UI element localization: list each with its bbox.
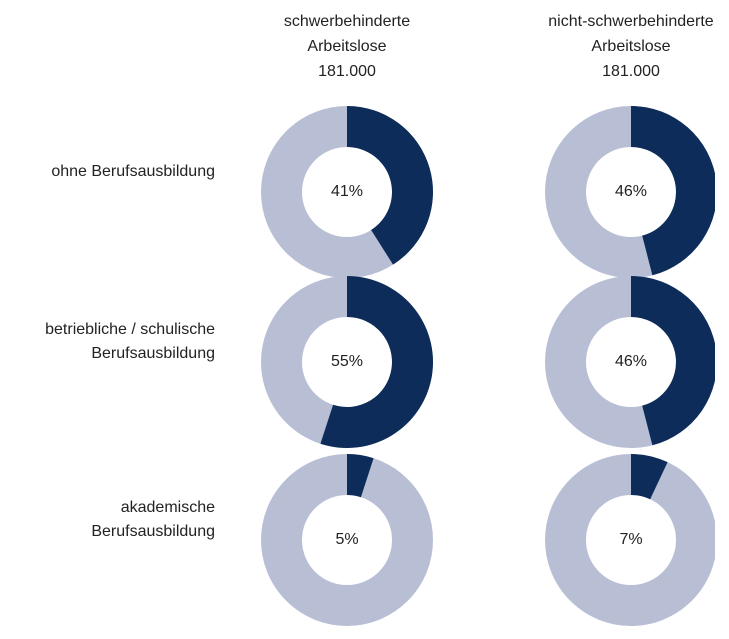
column-total: 181.000	[602, 63, 660, 80]
column-total: 181.000	[318, 63, 376, 80]
row-label: Berufsausbildung	[91, 345, 215, 362]
value-label: 41%	[331, 183, 363, 200]
donut-segment	[347, 454, 374, 498]
value-label: 46%	[615, 353, 647, 370]
row-label: akademische	[121, 499, 215, 516]
value-label: 7%	[619, 531, 642, 548]
row-label: betriebliche / schulische	[45, 321, 215, 338]
donut-segment	[631, 106, 715, 276]
donut-grid	[261, 106, 715, 626]
column-header: Arbeitslose	[307, 38, 386, 55]
value-label: 46%	[615, 183, 647, 200]
column-header: schwerbehinderte	[284, 13, 410, 30]
donut-segment	[631, 454, 668, 500]
donut-segment	[320, 276, 433, 448]
value-label: 5%	[335, 531, 358, 548]
donut-segment	[347, 106, 434, 265]
donut-segment	[631, 276, 715, 446]
column-header: Arbeitslose	[591, 38, 670, 55]
row-label: Berufsausbildung	[91, 523, 215, 540]
row-label: ohne Berufsausbildung	[51, 163, 215, 180]
column-header: nicht-schwerbehinderte	[548, 13, 714, 30]
value-label: 55%	[331, 353, 363, 370]
